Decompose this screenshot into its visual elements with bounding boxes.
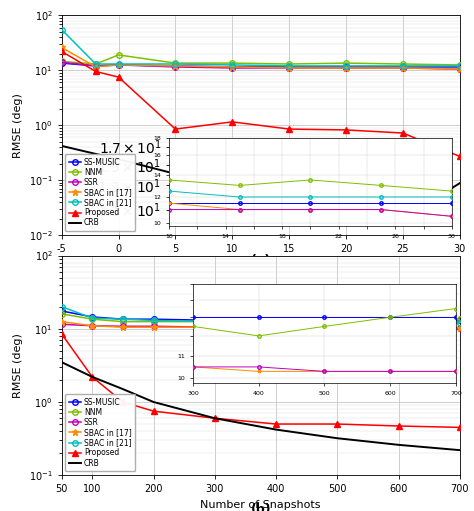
Y-axis label: RMSE (deg): RMSE (deg): [13, 93, 23, 157]
Y-axis label: RMSE (deg): RMSE (deg): [13, 333, 23, 398]
Legend: SS-MUSIC, NNM, SSR, SBAC in [17], SBAC in [21], Proposed, CRB: SS-MUSIC, NNM, SSR, SBAC in [17], SBAC i…: [65, 154, 136, 231]
X-axis label: SNR (dB): SNR (dB): [236, 260, 286, 270]
X-axis label: Number of Snapshots: Number of Snapshots: [201, 500, 321, 510]
Legend: SS-MUSIC, NNM, SSR, SBAC in [17], SBAC in [21], Proposed, CRB: SS-MUSIC, NNM, SSR, SBAC in [17], SBAC i…: [65, 394, 136, 472]
Text: (a): (a): [251, 253, 271, 267]
Text: (b): (b): [250, 503, 271, 511]
